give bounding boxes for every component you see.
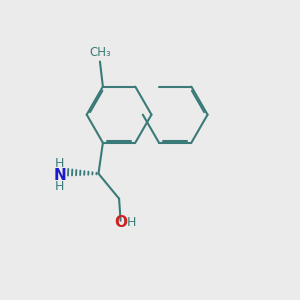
Text: O: O bbox=[114, 215, 127, 230]
Text: H: H bbox=[55, 158, 64, 170]
Text: H: H bbox=[55, 180, 64, 194]
Text: N: N bbox=[53, 168, 66, 183]
Text: CH₃: CH₃ bbox=[89, 46, 111, 59]
Text: H: H bbox=[127, 216, 136, 229]
